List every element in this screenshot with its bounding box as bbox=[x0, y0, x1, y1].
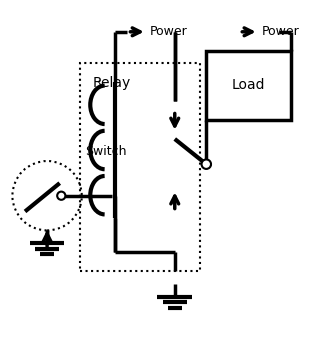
Circle shape bbox=[57, 192, 66, 200]
Text: Relay: Relay bbox=[93, 76, 131, 90]
Text: Power: Power bbox=[149, 25, 187, 38]
Text: Load: Load bbox=[232, 78, 266, 92]
Circle shape bbox=[202, 160, 211, 169]
Text: Power: Power bbox=[261, 25, 299, 38]
Bar bbox=[206, 51, 291, 120]
Text: Switch: Switch bbox=[85, 145, 127, 158]
